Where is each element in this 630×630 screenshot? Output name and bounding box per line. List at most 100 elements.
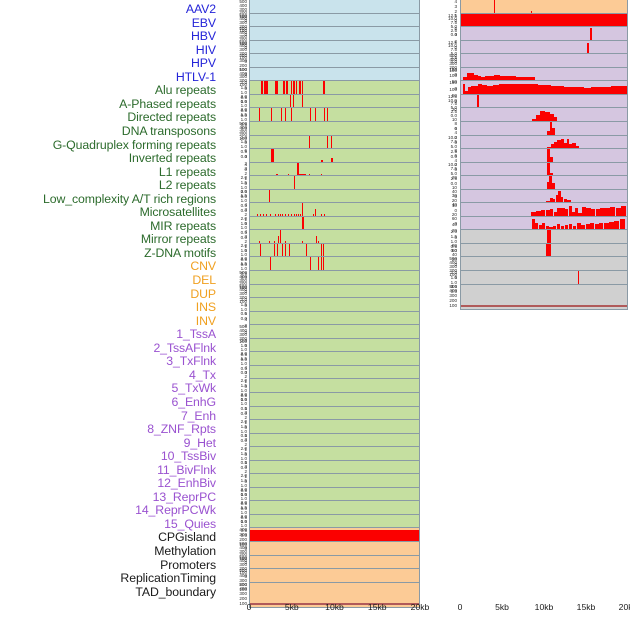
y-tick-label: 4 — [244, 202, 247, 208]
data-bar — [320, 257, 322, 280]
data-bar — [259, 108, 261, 131]
data-bar — [260, 243, 262, 266]
y-tick-label: 0 — [244, 139, 247, 145]
y-tick-label: 3 — [454, 3, 457, 9]
x-tick-label: 15kb — [576, 602, 596, 613]
data-bar — [268, 189, 270, 212]
data-bar — [517, 83, 525, 104]
data-bar — [290, 94, 292, 117]
y-axis-ticks: 2.0 1.5 1.0 0.5 0.0 — [225, 256, 249, 282]
data-bar — [273, 243, 275, 266]
y-tick-label: 4 — [454, 0, 457, 4]
y-tick-label: 2.0 — [240, 188, 247, 194]
data-bar — [308, 135, 310, 158]
left-track-panel: 500 400 300 200 100 0 500 400 300 200 100 0 500 400 30… — [225, 0, 429, 630]
y-tick-label: 10.0 — [448, 134, 457, 140]
y-axis-ticks: 500 400 300 200 100 0 — [225, 324, 249, 350]
data-bar — [305, 243, 307, 266]
y-tick-label: 1 — [454, 13, 457, 19]
y-tick-label: 300 — [239, 33, 247, 39]
y-tick-label: 300 — [449, 60, 457, 66]
y-tick-label: 500 — [239, 0, 247, 4]
track-label-dna-transposons: DNA transposons — [121, 123, 216, 138]
y-tick-label: 200 — [239, 132, 247, 138]
y-tick-label: 400 — [239, 29, 247, 35]
y-tick-label: 0.0 — [240, 234, 247, 240]
x-tick-label: 20kb — [618, 602, 630, 613]
y-tick-label: 4 — [244, 364, 247, 370]
y-tick-label: 2.5 — [450, 148, 457, 154]
y-tick-label: 500 — [239, 66, 247, 72]
y-tick-label: 100 — [239, 27, 247, 33]
track-label-l2-repeats: L2 repeats — [158, 178, 216, 193]
y-tick-label: 20 — [451, 198, 457, 204]
track-label-l1-repeats: L1 repeats — [158, 164, 216, 179]
y-tick-label: 1.5 — [240, 450, 247, 456]
y-axis-ticks: 400 300 200 100 0 — [225, 53, 249, 79]
y-axis-ticks: 2.0 1.5 1.0 0.5 0.0 — [225, 514, 249, 540]
track-label-htlv-1: HTLV-1 — [175, 69, 216, 84]
y-tick-label: 6 — [454, 152, 457, 158]
track-label-5-txwk: 5_TxWk — [171, 381, 217, 396]
y-tick-label: 50 — [451, 92, 457, 98]
y-tick-label: 400 — [239, 544, 247, 550]
track-tad-boundary[interactable] — [249, 581, 420, 608]
data-bar — [298, 81, 301, 104]
y-tick-label: 0.5 — [450, 284, 457, 290]
y-tick-label: 50 — [451, 79, 457, 85]
y-tick-label: 400 — [449, 288, 457, 294]
y-tick-label: 4 — [244, 229, 247, 235]
y-tick-label: 0.5 — [240, 528, 247, 534]
y-tick-label: 10.0 — [448, 161, 457, 167]
y-tick-label: 0 — [244, 383, 247, 389]
y-axis-ticks: 2.0 1.5 1.0 0.5 0.0 — [432, 270, 459, 296]
y-tick-label: 10 — [451, 202, 457, 208]
y-tick-label: 1.5 — [240, 247, 247, 253]
data-bar — [619, 218, 626, 239]
data-bar — [546, 243, 551, 266]
y-tick-label: 0.5 — [240, 108, 247, 114]
y-tick-label: 2.0 — [240, 337, 247, 343]
y-tick-label: 7.5 — [450, 139, 457, 145]
data-bar — [302, 216, 304, 239]
data-bar — [309, 108, 311, 131]
y-axis-ticks: 500 400 300 200 100 0 — [225, 121, 249, 147]
x-tick-label: 10kb — [325, 602, 344, 613]
y-tick-label: 400 — [239, 2, 247, 8]
y-tick-label: 300 — [239, 74, 247, 80]
data-bar — [280, 230, 282, 253]
y-tick-label: 1.0 — [450, 279, 457, 285]
y-tick-label: 1.0 — [240, 496, 247, 502]
y-tick-label: 1.0 — [240, 198, 247, 204]
track-label-tad-boundary: TAD_boundary — [135, 584, 216, 599]
data-bar — [504, 83, 512, 104]
data-bar — [282, 243, 284, 266]
y-tick-label: 1.0 — [240, 225, 247, 231]
y-tick-label: 0 — [244, 248, 247, 254]
y-axis-ticks: 2.0 1.5 1.0 0.5 0.0 — [225, 243, 249, 269]
y-tick-label: 200 — [239, 281, 247, 287]
y-tick-label: 2.0 — [240, 256, 247, 262]
track-plot-area — [250, 583, 419, 607]
y-tick-label: 0 — [244, 221, 247, 227]
y-tick-label: 100 — [239, 81, 247, 87]
y-axis-ticks: 400 300 200 100 0 — [225, 527, 249, 553]
y-tick-label: 0.0 — [450, 153, 457, 159]
y-tick-label: 0.0 — [450, 58, 457, 64]
y-tick-label: 2.0 — [240, 473, 247, 479]
y-tick-label: 2.0 — [240, 215, 247, 221]
y-tick-label: 30 — [451, 193, 457, 199]
y-tick-label: 7.5 — [450, 166, 457, 172]
x-tick-label: 10kb — [534, 602, 554, 613]
y-tick-label: 0 — [454, 99, 457, 105]
y-tick-label: 1.0 — [240, 144, 247, 149]
y-tick-label: 20 — [451, 175, 457, 181]
y-tick-label: 0.5 — [240, 121, 247, 127]
track-dup[interactable] — [460, 283, 628, 310]
y-tick-label: 2.0 — [240, 500, 247, 506]
y-tick-label: 1.5 — [450, 234, 457, 240]
